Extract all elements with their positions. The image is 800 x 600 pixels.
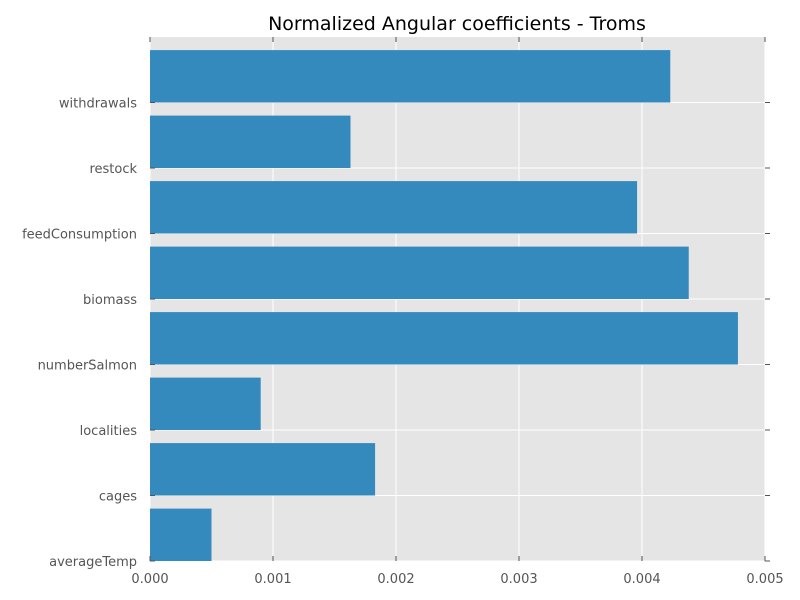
y-tick-label: biomass <box>83 293 137 308</box>
bars <box>150 50 738 561</box>
y-tick-label: averageTemp <box>49 555 137 570</box>
bar-averageTemp <box>150 508 212 561</box>
chart-title: Normalized Angular coefficients - Troms <box>268 13 646 35</box>
bar-numberSalmon <box>150 312 738 365</box>
x-tick-label: 0.000 <box>131 572 168 587</box>
y-tick-label: numberSalmon <box>38 359 137 374</box>
bar-restock <box>150 115 351 168</box>
y-tick-label: withdrawals <box>59 97 137 112</box>
bar-withdrawals <box>150 50 671 103</box>
bar-feedConsumption <box>150 181 638 234</box>
bar-biomass <box>150 246 689 299</box>
y-tick-label: restock <box>89 162 137 177</box>
x-tick-label: 0.001 <box>254 572 291 587</box>
x-tick-labels: 0.000 0.001 0.002 0.003 0.004 0.005 <box>131 572 783 587</box>
y-tick-labels: averageTemp cages localities numberSalmon bi… <box>22 97 137 571</box>
bar-cages <box>150 443 376 496</box>
bar-localities <box>150 377 261 430</box>
x-tick-label: 0.005 <box>746 572 783 587</box>
y-tick-label: feedConsumption <box>22 228 137 243</box>
x-tick-label: 0.003 <box>500 572 537 587</box>
axis-ticks <box>149 37 770 562</box>
y-tick-label: localities <box>80 424 138 439</box>
x-tick-label: 0.002 <box>377 572 414 587</box>
y-tick-label: cages <box>99 490 137 505</box>
x-tick-label: 0.004 <box>623 572 660 587</box>
